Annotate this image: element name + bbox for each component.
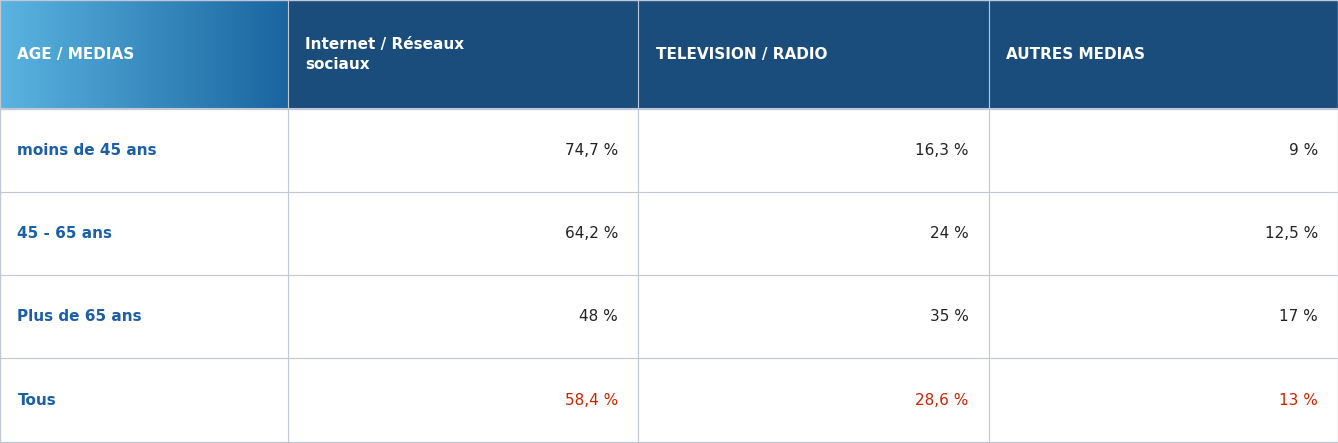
Bar [989, 0, 1338, 109]
Bar [0, 358, 1338, 442]
Bar [288, 0, 638, 109]
Text: 17 %: 17 % [1279, 309, 1318, 324]
Bar [0, 192, 1338, 275]
Text: 16,3 %: 16,3 % [915, 143, 969, 158]
Text: Internet / Réseaux
sociaux: Internet / Réseaux sociaux [305, 37, 464, 72]
Bar [638, 0, 989, 109]
Text: Tous: Tous [17, 392, 56, 408]
Text: Plus de 65 ans: Plus de 65 ans [17, 309, 142, 324]
Text: 13 %: 13 % [1279, 392, 1318, 408]
Text: 45 - 65 ans: 45 - 65 ans [17, 226, 112, 241]
Text: 12,5 %: 12,5 % [1264, 226, 1318, 241]
Text: 35 %: 35 % [930, 309, 969, 324]
Text: TELEVISION / RADIO: TELEVISION / RADIO [656, 47, 827, 62]
Text: 58,4 %: 58,4 % [565, 392, 618, 408]
Text: AGE / MEDIAS: AGE / MEDIAS [17, 47, 135, 62]
Text: moins de 45 ans: moins de 45 ans [17, 143, 157, 158]
Text: 64,2 %: 64,2 % [565, 226, 618, 241]
Text: 48 %: 48 % [579, 309, 618, 324]
Text: 74,7 %: 74,7 % [565, 143, 618, 158]
Text: 9 %: 9 % [1288, 143, 1318, 158]
Bar [0, 275, 1338, 358]
Text: 24 %: 24 % [930, 226, 969, 241]
Text: 28,6 %: 28,6 % [915, 392, 969, 408]
Bar [0, 109, 1338, 192]
Text: AUTRES MEDIAS: AUTRES MEDIAS [1006, 47, 1145, 62]
